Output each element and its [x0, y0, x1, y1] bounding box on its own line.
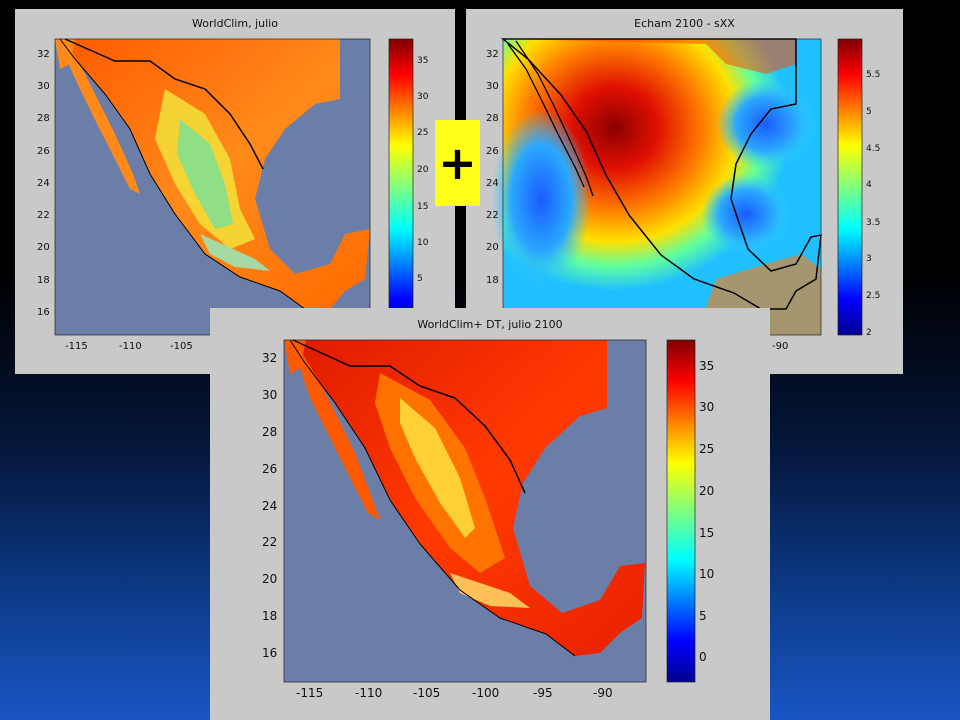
- colorbar-tick: 30: [699, 400, 714, 414]
- y-tick: 30: [37, 81, 50, 92]
- colorbar-tick: 4: [866, 180, 872, 190]
- x-tick: -115: [296, 686, 323, 700]
- worldclim-july-panel: WorldClim, julio 32 30: [15, 9, 455, 374]
- y-tick: 30: [486, 81, 499, 92]
- colorbar: [388, 38, 414, 336]
- x-tick: -110: [119, 341, 142, 352]
- x-tick: -115: [65, 341, 88, 352]
- colorbar-tick: 4.5: [866, 144, 880, 154]
- y-tick: 28: [262, 425, 277, 439]
- colorbar-tick: 5: [417, 274, 423, 284]
- colorbar-tick: 10: [417, 238, 429, 248]
- y-tick: 32: [37, 49, 50, 60]
- y-tick: 16: [262, 646, 277, 660]
- colorbar-tick: 10: [699, 567, 714, 581]
- y-tick: 30: [262, 388, 277, 402]
- colorbar: [837, 38, 863, 336]
- panel-title: WorldClim+ DT, julio 2100: [417, 318, 563, 331]
- y-tick: 24: [37, 178, 50, 189]
- y-tick: 28: [486, 113, 499, 124]
- colorbar: [666, 339, 696, 683]
- x-tick: -100: [472, 686, 499, 700]
- y-tick: 24: [486, 178, 499, 189]
- y-tick: 18: [486, 275, 499, 286]
- x-tick: -105: [170, 341, 193, 352]
- colorbar-tick: 15: [699, 526, 714, 540]
- colorbar-tick: 20: [699, 484, 714, 498]
- y-tick: 22: [486, 210, 499, 221]
- y-tick: 26: [262, 462, 277, 476]
- colorbar-tick: 35: [417, 56, 428, 66]
- worldclim-dt-2100-panel: WorldClim+ DT, julio 2100 32 30 28: [210, 308, 770, 720]
- y-tick: 20: [262, 572, 277, 586]
- x-tick: -90: [593, 686, 613, 700]
- colorbar-tick: 25: [417, 128, 428, 138]
- colorbar-tick: 5: [699, 609, 707, 623]
- colorbar-tick: 3: [866, 254, 872, 264]
- y-tick: 26: [37, 146, 50, 157]
- colorbar-tick: 25: [699, 442, 714, 456]
- colorbar-tick: 20: [417, 165, 429, 175]
- y-tick: 18: [262, 609, 277, 623]
- y-tick: 20: [486, 242, 499, 253]
- colorbar-tick: 0: [699, 650, 707, 664]
- y-tick: 22: [262, 535, 277, 549]
- colorbar-tick: 35: [699, 359, 714, 373]
- x-tick: -110: [355, 686, 382, 700]
- x-tick: -90: [772, 341, 788, 352]
- colorbar-tick: 3.5: [866, 218, 880, 228]
- colorbar-tick: 2: [866, 328, 872, 338]
- y-tick: 28: [37, 113, 50, 124]
- panel-title: Echam 2100 - sXX: [634, 17, 735, 30]
- colorbar-tick: 5.5: [866, 70, 880, 80]
- worldclim-dt-map: 32 30 28 26 24 22 20 18 16 -115 -110 -10…: [262, 339, 714, 700]
- worldclim-map: 32 30 28 26 24 22 20 18 16 -115 -110 -10…: [37, 38, 429, 352]
- y-tick: 32: [486, 49, 499, 60]
- colorbar-tick: 30: [417, 92, 429, 102]
- y-tick: 26: [486, 146, 499, 157]
- y-tick: 24: [262, 499, 277, 513]
- y-tick: 22: [37, 210, 50, 221]
- x-tick: -95: [533, 686, 553, 700]
- panel-title: WorldClim, julio: [192, 17, 278, 30]
- x-tick: -105: [413, 686, 440, 700]
- colorbar-tick: 5: [866, 107, 872, 117]
- y-tick: 20: [37, 242, 50, 253]
- plus-sign: +: [435, 120, 480, 206]
- colorbar-tick: 2.5: [866, 291, 880, 301]
- echam-map: 32 30 28 26 24 22 20 18 16 -90 5.5 5 4.5…: [486, 38, 880, 352]
- y-tick: 16: [37, 307, 50, 318]
- y-tick: 32: [262, 351, 277, 365]
- y-tick: 18: [37, 275, 50, 286]
- colorbar-tick: 15: [417, 202, 428, 212]
